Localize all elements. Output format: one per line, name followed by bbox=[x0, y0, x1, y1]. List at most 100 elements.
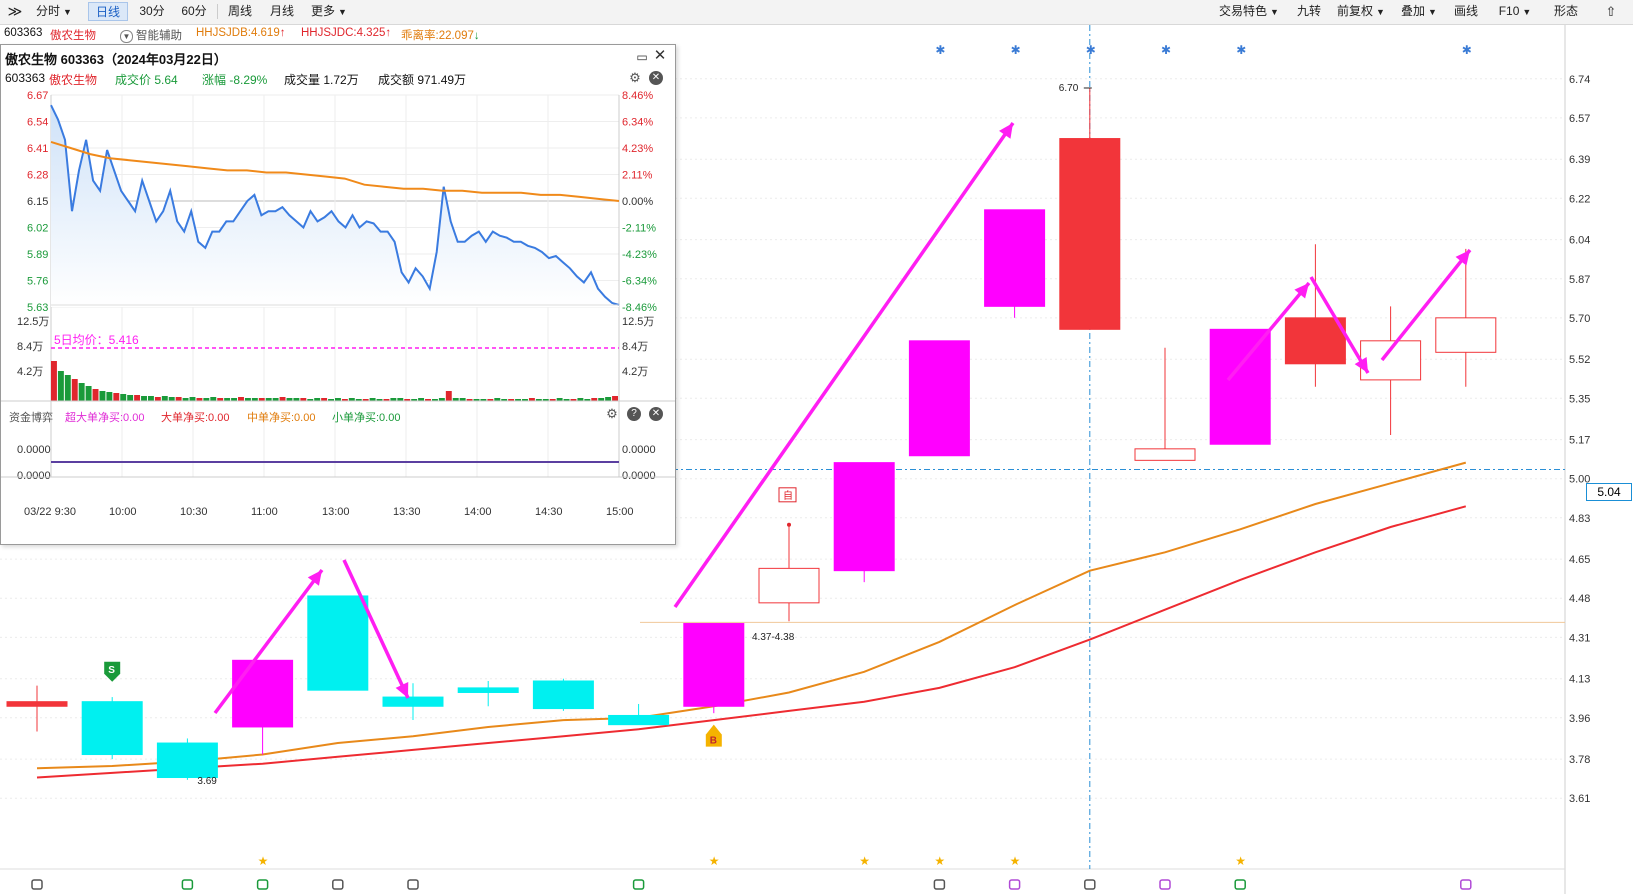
fund-gear-icon[interactable]: ⚙ bbox=[606, 406, 618, 421]
close-panel-icon[interactable]: ✕ bbox=[649, 71, 663, 85]
avg5-label: 5日均价：5.416 bbox=[54, 333, 139, 347]
chart-toolbar: ≫ 分时 ▼ 日线 30分 60分 周线 月线 更多 ▼ 交易特色 ▼ 九转 前复权 ▼… bbox=[0, 0, 1633, 25]
ma-red-line bbox=[36, 505, 1467, 779]
sell-marker bbox=[104, 661, 121, 682]
volume-bar bbox=[431, 399, 438, 401]
fund-tick-right: 0.0000 bbox=[622, 470, 656, 482]
tab-daily[interactable]: 日线 bbox=[88, 2, 128, 21]
volume-bar bbox=[466, 399, 473, 401]
tab-more[interactable]: 更多 ▼ bbox=[311, 4, 347, 18]
volume-bar bbox=[397, 398, 404, 401]
event-star-icon: ★ bbox=[1235, 854, 1246, 868]
pattern-button[interactable]: 形态 bbox=[1553, 4, 1578, 18]
popup-pct-tick: 6.34% bbox=[622, 117, 653, 129]
candle-body bbox=[1284, 317, 1346, 365]
volume-bar bbox=[328, 399, 334, 401]
volume-bar bbox=[508, 399, 515, 401]
forward-adjust-menu[interactable]: 前复权 ▼ bbox=[1337, 4, 1385, 18]
volume-bar bbox=[452, 398, 459, 401]
volume-bar bbox=[71, 379, 78, 401]
volume-bar bbox=[612, 396, 618, 401]
price-axis-label: 3.61 bbox=[1569, 793, 1590, 805]
volume-bar bbox=[528, 398, 535, 401]
volume-bar bbox=[196, 398, 203, 401]
popup-vol-tick-right: 8.4万 bbox=[622, 341, 648, 353]
volume-bar bbox=[598, 398, 605, 401]
time-tick: 13:30 bbox=[393, 506, 421, 518]
self-tag-box bbox=[778, 487, 797, 503]
tab-30min[interactable]: 30分 bbox=[139, 4, 165, 18]
volume-bar bbox=[591, 398, 598, 401]
volume-bar bbox=[494, 398, 501, 401]
volume-bar bbox=[161, 396, 168, 401]
volume-bar bbox=[348, 398, 355, 401]
volume-bar bbox=[154, 397, 161, 401]
smart-assist-toggle[interactable]: ▼ 智能辅助 bbox=[120, 27, 182, 43]
time-tick: 14:00 bbox=[464, 506, 492, 518]
volume-bar bbox=[51, 361, 57, 401]
volume-bar bbox=[459, 398, 466, 401]
fund-tick: 0.0000 bbox=[17, 470, 51, 482]
price-axis-label: 6.39 bbox=[1569, 154, 1590, 166]
popup-price-tick: 6.41 bbox=[27, 143, 48, 155]
tab-intraday[interactable]: 分时 ▼ bbox=[36, 4, 72, 18]
minimize-icon[interactable]: ▭ bbox=[636, 50, 648, 64]
popup-pct-tick: 0.00% bbox=[622, 196, 653, 208]
price-axis-label: 4.48 bbox=[1569, 593, 1590, 605]
volume-bar bbox=[272, 398, 279, 401]
trade-feature-menu[interactable]: 交易特色 ▼ bbox=[1219, 4, 1279, 18]
close-icon[interactable]: ✕ bbox=[653, 47, 667, 64]
popup-price-tick: 6.28 bbox=[27, 170, 48, 182]
event-icon bbox=[1159, 879, 1171, 890]
volume-bar bbox=[127, 395, 134, 401]
collapse-icon[interactable]: ⇧ bbox=[1605, 4, 1617, 19]
price-axis-label: 3.96 bbox=[1569, 713, 1590, 725]
candle-body bbox=[156, 742, 218, 779]
candle-body bbox=[382, 696, 444, 707]
overlay-menu[interactable]: 叠加 ▼ bbox=[1401, 4, 1437, 18]
fund-close-icon[interactable]: ✕ bbox=[649, 407, 663, 421]
deviation-value: 乖离率:22.097↓ bbox=[401, 30, 480, 42]
volume-bar bbox=[147, 396, 154, 401]
tab-monthly[interactable]: 月线 bbox=[269, 4, 294, 18]
tab-60min[interactable]: 60分 bbox=[181, 4, 207, 18]
fund-panel-title: 资金博弈 bbox=[9, 412, 53, 424]
event-icon bbox=[181, 879, 194, 890]
intraday-avg-line bbox=[50, 140, 620, 202]
intraday-chart[interactable]: 6.67 6.54 6.41 6.28 6.15 6.02 5.89 5.76 5.63 8.46… bbox=[1, 45, 675, 544]
volume-bar bbox=[189, 397, 196, 401]
volume-bar bbox=[535, 399, 542, 401]
draw-line-button[interactable]: 画线 bbox=[1453, 4, 1478, 18]
price-axis-label: 4.65 bbox=[1569, 554, 1590, 566]
help-icon[interactable]: ? bbox=[627, 407, 641, 421]
time-tick: 11:00 bbox=[251, 506, 278, 518]
price-axis-label: 5.17 bbox=[1569, 435, 1590, 447]
price-area bbox=[51, 105, 619, 307]
nine-turn-button[interactable]: 九转 bbox=[1296, 4, 1321, 18]
volume-bar bbox=[85, 386, 92, 401]
event-icon bbox=[632, 879, 645, 890]
gear-icon[interactable]: ⚙ bbox=[629, 70, 641, 85]
volume-bar bbox=[487, 399, 494, 401]
candle-body bbox=[232, 659, 294, 728]
candle-body bbox=[984, 209, 1046, 307]
signal-star-icon: ✱ bbox=[935, 43, 945, 57]
tab-weekly[interactable]: 周线 bbox=[227, 4, 252, 18]
event-icon bbox=[1234, 879, 1246, 890]
volume-bar bbox=[57, 371, 64, 401]
volume-bar bbox=[141, 396, 147, 401]
candle-body bbox=[81, 701, 143, 756]
f10-menu[interactable]: F10 ▼ bbox=[1498, 4, 1532, 18]
volume-bar bbox=[99, 391, 106, 401]
volume-bar bbox=[231, 398, 238, 401]
candle-body bbox=[1059, 138, 1121, 330]
sell-marker-text: S bbox=[108, 665, 115, 676]
volume-bar bbox=[584, 399, 591, 401]
low-price-label: 3.69 bbox=[197, 776, 217, 787]
popup-vol-tick: 4.2万 bbox=[17, 366, 43, 378]
expand-icon[interactable]: ≫ bbox=[7, 3, 23, 19]
volume-bar bbox=[411, 399, 418, 401]
volume-bar bbox=[577, 398, 584, 401]
volume-bar bbox=[563, 399, 570, 401]
trend-arrow bbox=[1226, 281, 1311, 382]
